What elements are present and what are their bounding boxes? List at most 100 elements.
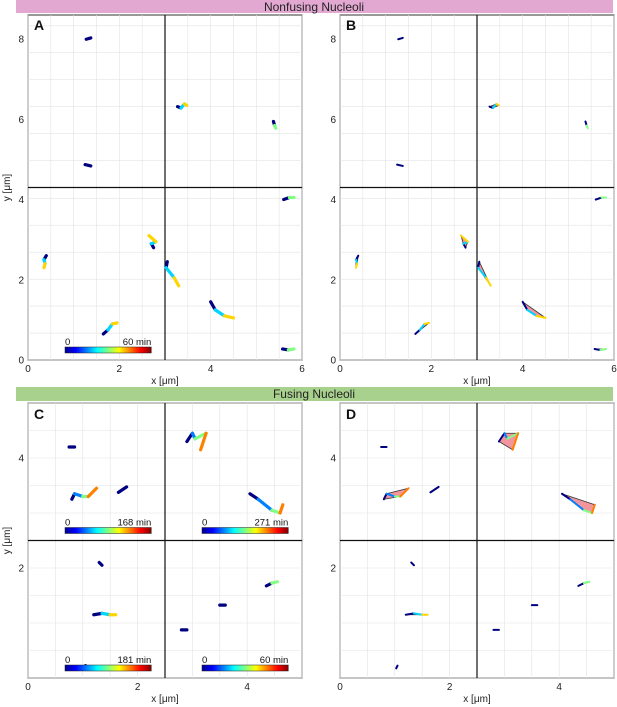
x-tick-label: 0	[337, 682, 343, 693]
track-segment	[270, 580, 279, 585]
panel-letter-c: C	[34, 406, 44, 422]
track-segment	[273, 123, 278, 130]
track-segment	[511, 432, 520, 451]
track-segment	[423, 321, 431, 325]
track-segment	[535, 314, 547, 319]
track-segment	[577, 582, 585, 587]
colorbar-min-label: 0	[202, 655, 207, 666]
track-segment	[429, 485, 440, 494]
y-tick-label: 4	[330, 195, 336, 206]
panel-letter-d: D	[346, 406, 356, 422]
colorbar	[64, 527, 152, 534]
track-segment	[116, 485, 129, 494]
y-tick-label: 2	[18, 564, 24, 575]
x-tick-label: 0	[337, 364, 343, 375]
x-axis-label: x [μm]	[463, 694, 491, 705]
track-segment	[385, 492, 396, 498]
track-segment	[412, 612, 424, 616]
track-segment	[414, 328, 421, 335]
track-segment	[278, 503, 285, 515]
track-segment	[404, 612, 415, 616]
track-segment	[591, 503, 596, 514]
track-segment	[164, 266, 176, 280]
x-tick-label: 6	[611, 364, 617, 375]
colorbar-min-label: 0	[202, 518, 207, 529]
y-tick-label: 2	[330, 564, 336, 575]
track-segment	[582, 509, 594, 514]
track-segment	[497, 432, 506, 443]
track-segment	[382, 492, 388, 501]
track-segment	[477, 260, 481, 269]
y-tick-label: 0	[330, 356, 336, 367]
track-segment	[199, 431, 208, 452]
track-segment	[147, 234, 158, 244]
track-segment	[399, 487, 410, 498]
x-tick-label: 0	[25, 364, 31, 375]
y-tick-label: 2	[330, 275, 336, 286]
track-segment	[86, 486, 99, 499]
panel-d: 0 2 4 x [μm] 2 4	[330, 402, 615, 705]
track-segment	[397, 36, 404, 41]
track-segment	[256, 497, 274, 512]
banner-fusing-text: Fusing Nucleoli	[273, 387, 355, 401]
y-tick-label: 4	[18, 195, 24, 206]
panel-c: 0 2 4 x [μm] 2 4 y [μm] 0 168 min 0 271 min 0 181 mi…	[2, 402, 303, 705]
colorbar	[201, 527, 289, 534]
track-segment	[213, 308, 226, 318]
colorbar-max-label: 60 min	[123, 337, 152, 348]
colorbar	[64, 664, 152, 672]
track-segment	[485, 276, 492, 287]
track-segment	[477, 266, 488, 279]
colorbar-max-label: 181 min	[117, 655, 151, 666]
colorbar-max-label: 60 min	[260, 655, 289, 666]
x-tick-label: 4	[208, 364, 214, 375]
x-tick-label: 0	[25, 682, 31, 693]
y-tick-label: 6	[18, 115, 24, 126]
panel-letter-a: A	[34, 17, 44, 33]
track-segment	[582, 580, 591, 585]
panel-letter-b: B	[346, 17, 356, 33]
track-segment	[460, 234, 469, 243]
track-segment	[410, 561, 415, 567]
track-segment	[84, 36, 93, 41]
x-axis-label: x [μm]	[151, 694, 179, 705]
track-segment	[286, 347, 296, 352]
y-axis-label: y [μm]	[2, 174, 13, 202]
colorbar-min-label: 0	[65, 337, 70, 348]
colorbar	[201, 664, 289, 672]
banner-nonfusing: Nonfusing Nucleoli	[16, 0, 613, 14]
banner-nonfusing-bg	[16, 0, 613, 13]
x-axis-label: x [μm]	[463, 376, 491, 387]
x-tick-label: 2	[117, 364, 123, 375]
y-axis-label: y [μm]	[2, 527, 13, 555]
x-tick-label: 2	[135, 682, 141, 693]
y-tick-label: 0	[18, 356, 24, 367]
track-segment	[506, 432, 520, 440]
track-segment	[222, 314, 236, 320]
banner-nonfusing-text: Nonfusing Nucleoli	[264, 0, 364, 14]
track-segment	[599, 347, 608, 351]
track-segment	[560, 492, 572, 501]
colorbar	[64, 346, 152, 354]
track-segment	[110, 321, 119, 326]
track-segment	[396, 163, 404, 167]
track-segment	[585, 124, 589, 130]
x-tick-label: 4	[556, 682, 562, 693]
y-tick-label: 6	[330, 115, 336, 126]
x-tick-label: 6	[299, 364, 305, 375]
x-tick-label: 2	[429, 364, 435, 375]
track-segment	[418, 322, 426, 331]
y-tick-label: 4	[18, 454, 24, 465]
y-tick-label: 8	[18, 35, 24, 46]
track-segment	[172, 276, 181, 288]
track-segment	[495, 102, 500, 107]
x-tick-label: 4	[520, 364, 526, 375]
panel-b: 0 2 4 6 x [μm] 0 2 4 6 8	[330, 14, 617, 387]
track-segment	[526, 308, 538, 317]
colorbar-max-label: 168 min	[117, 518, 151, 529]
track-segment	[97, 560, 104, 567]
x-axis-label: x [μm]	[151, 376, 179, 387]
track-segment	[83, 162, 93, 168]
track-segment	[594, 196, 603, 201]
